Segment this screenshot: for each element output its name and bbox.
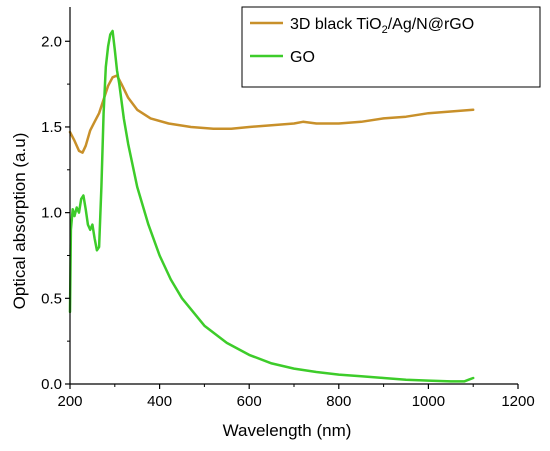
x-tick-label: 400 — [147, 393, 172, 410]
legend-label-tio2-subscript: 2 — [382, 24, 388, 36]
y-tick-label: 0.0 — [41, 376, 62, 393]
series-layer — [68, 29, 475, 383]
y-tick-label: 2.0 — [41, 33, 62, 50]
y-tick-label: 0.5 — [41, 290, 62, 307]
legend-label-tio2-prefix: 3D black TiO — [290, 16, 382, 33]
legend-label-tio2-suffix: /Ag/N@rGO — [388, 16, 474, 33]
legend-label-go: GO — [290, 49, 315, 66]
x-tick-label: 1000 — [412, 393, 445, 410]
x-tick-label: 800 — [326, 393, 351, 410]
legend: 3D black TiO2/Ag/N@rGO GO — [241, 6, 541, 88]
y-tick-label: 1.5 — [41, 119, 62, 136]
series-line-tio2-ag-n-rgo — [68, 74, 475, 154]
legend-label-tio2: 3D black TiO2/Ag/N@rGO — [290, 16, 474, 36]
x-tick-label: 600 — [237, 393, 262, 410]
x-tick-label: 1200 — [501, 393, 534, 410]
y-tick-label: 1.0 — [41, 205, 62, 222]
x-tick-label: 200 — [57, 393, 82, 410]
axes-layer: 200 400 600 800 1000 1200 0.0 0.5 1.0 1.5 2.0 — [41, 7, 535, 410]
legend-box — [241, 6, 541, 88]
series-line-go — [68, 29, 475, 383]
x-axis-title: Wavelength (nm) — [223, 421, 352, 440]
y-axis-title: Optical absorption (a.u) — [10, 133, 29, 310]
